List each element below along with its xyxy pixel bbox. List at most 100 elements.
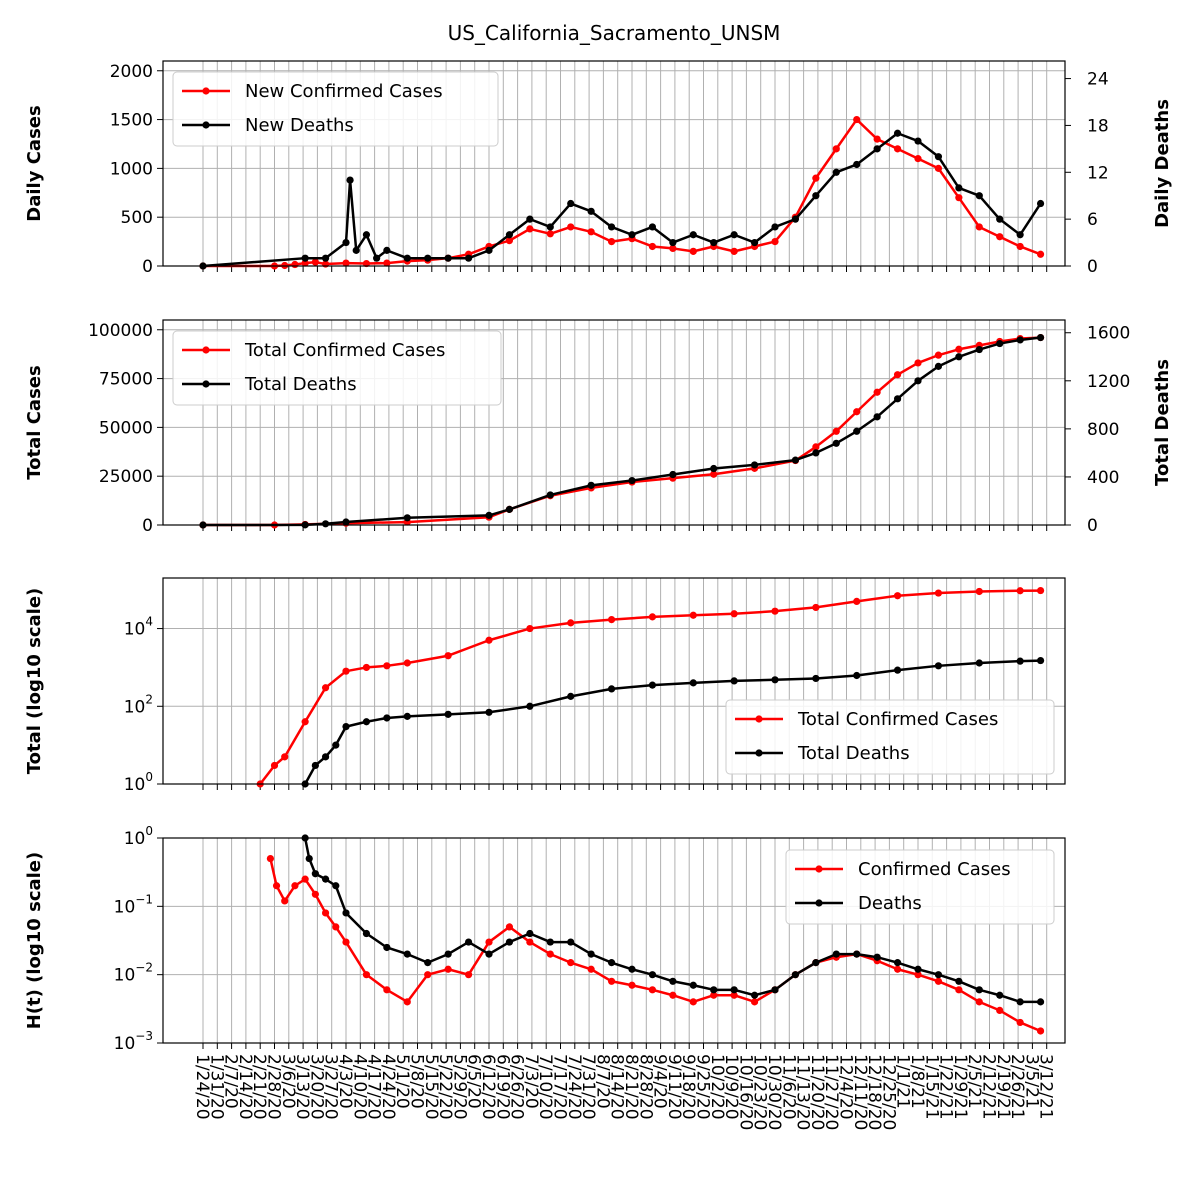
data-point xyxy=(362,971,371,979)
data-point xyxy=(383,986,391,994)
x-tick-label: 9/25/20 xyxy=(693,1054,713,1120)
data-point xyxy=(403,998,411,1006)
series-total-confirmed-cases xyxy=(256,586,1045,788)
data-point xyxy=(914,971,922,979)
data-point xyxy=(710,986,718,994)
data-point xyxy=(362,718,371,726)
data-point xyxy=(587,207,595,215)
y-axis-label-right: Daily Deaths xyxy=(1152,99,1173,228)
data-point xyxy=(812,674,820,683)
data-point xyxy=(607,223,616,231)
data-point xyxy=(464,938,473,946)
x-tick-label: 7/10/20 xyxy=(535,1054,555,1120)
x-tick-label: 10/30/20 xyxy=(764,1054,784,1130)
data-point xyxy=(444,950,452,958)
x-tick-label: 10/23/20 xyxy=(750,1054,770,1130)
data-point xyxy=(485,511,493,519)
data-point xyxy=(424,254,432,262)
y-tick-label: 10−1 xyxy=(114,892,153,917)
data-point xyxy=(873,135,881,143)
data-point xyxy=(342,259,350,267)
data-point xyxy=(362,259,371,268)
y-tick-label: 100 xyxy=(124,770,153,795)
data-point xyxy=(750,991,759,999)
data-point xyxy=(934,164,943,172)
legend-box xyxy=(785,849,1055,925)
x-tick-label: 5/1/20 xyxy=(392,1054,412,1109)
data-point xyxy=(771,223,779,231)
x-tick-label: 2/12/21 xyxy=(979,1054,999,1120)
x-tick-label: 9/11/20 xyxy=(664,1054,684,1120)
data-point xyxy=(996,233,1004,241)
data-point xyxy=(1016,242,1024,251)
plot-frame xyxy=(162,319,1066,526)
data-point xyxy=(648,613,657,621)
data-point xyxy=(853,671,861,680)
data-point xyxy=(791,456,800,464)
data-point xyxy=(812,443,820,451)
data-point xyxy=(934,971,943,979)
x-tick-label: 6/5/20 xyxy=(464,1054,484,1109)
legend-label: Confirmed Cases xyxy=(858,859,1011,880)
data-point xyxy=(893,145,902,153)
x-tick-label: 11/20/20 xyxy=(807,1054,827,1130)
y-tick-exponent: 0 xyxy=(145,770,153,784)
y-right-tick-label: 0 xyxy=(1087,516,1098,536)
data-point xyxy=(444,254,452,262)
y-tick-exponent: −1 xyxy=(135,892,153,906)
data-point xyxy=(567,619,575,627)
data-point xyxy=(526,938,534,946)
y-tick-label: 0 xyxy=(142,516,153,536)
x-tick-label: 2/5/21 xyxy=(964,1054,984,1109)
x-tick-label: 11/6/20 xyxy=(778,1054,798,1120)
x-tick-label: 7/24/20 xyxy=(564,1054,584,1120)
data-point xyxy=(934,351,943,359)
data-point xyxy=(1016,231,1024,239)
x-tick-label: 4/10/20 xyxy=(349,1054,369,1120)
data-point xyxy=(628,231,636,239)
data-point xyxy=(305,854,313,863)
y-tick-exponent: −2 xyxy=(135,961,153,975)
data-point xyxy=(424,959,432,967)
x-tick-label: 4/3/20 xyxy=(335,1054,355,1109)
data-point xyxy=(730,247,738,255)
x-tick-label: 2/7/20 xyxy=(221,1054,241,1109)
data-point xyxy=(812,192,820,200)
x-tick-label: 1/15/21 xyxy=(921,1054,941,1120)
legend-swatch-marker xyxy=(815,865,823,873)
data-point xyxy=(750,461,759,469)
data-point xyxy=(873,413,881,421)
data-point xyxy=(648,971,657,979)
data-point xyxy=(321,254,330,262)
data-point xyxy=(485,938,493,946)
data-point xyxy=(424,971,432,979)
x-tick-label: 4/24/20 xyxy=(378,1054,398,1120)
data-point xyxy=(812,959,820,967)
legend: New Confirmed Cases New Deaths xyxy=(172,71,499,147)
x-tick-label: 6/12/20 xyxy=(478,1054,498,1120)
data-point xyxy=(996,215,1004,223)
data-point xyxy=(383,259,391,267)
data-point xyxy=(505,237,514,245)
data-point xyxy=(567,959,575,967)
data-point xyxy=(628,476,636,485)
panel-daily: 0 500 1000 1500 2000 0 6 12 18 24 Daily Cases Daily… xyxy=(24,60,1173,277)
panel-log: 100 102 104 Total (log10 scale) Total Confir… xyxy=(24,577,1066,795)
data-point xyxy=(750,238,759,247)
data-point xyxy=(607,685,616,693)
x-tick-label: 9/4/20 xyxy=(650,1054,670,1109)
data-point xyxy=(934,589,943,597)
data-point xyxy=(893,666,902,674)
data-point xyxy=(1036,586,1045,595)
legend-label: Deaths xyxy=(858,893,922,914)
data-point xyxy=(689,247,697,255)
data-point xyxy=(281,753,289,761)
x-tick-label: 7/31/20 xyxy=(578,1054,598,1120)
data-point xyxy=(607,977,616,985)
data-point xyxy=(914,137,922,145)
series-line xyxy=(202,336,1041,527)
data-point xyxy=(975,587,983,596)
data-point xyxy=(710,991,718,999)
data-point xyxy=(321,684,330,692)
data-point xyxy=(771,607,779,615)
